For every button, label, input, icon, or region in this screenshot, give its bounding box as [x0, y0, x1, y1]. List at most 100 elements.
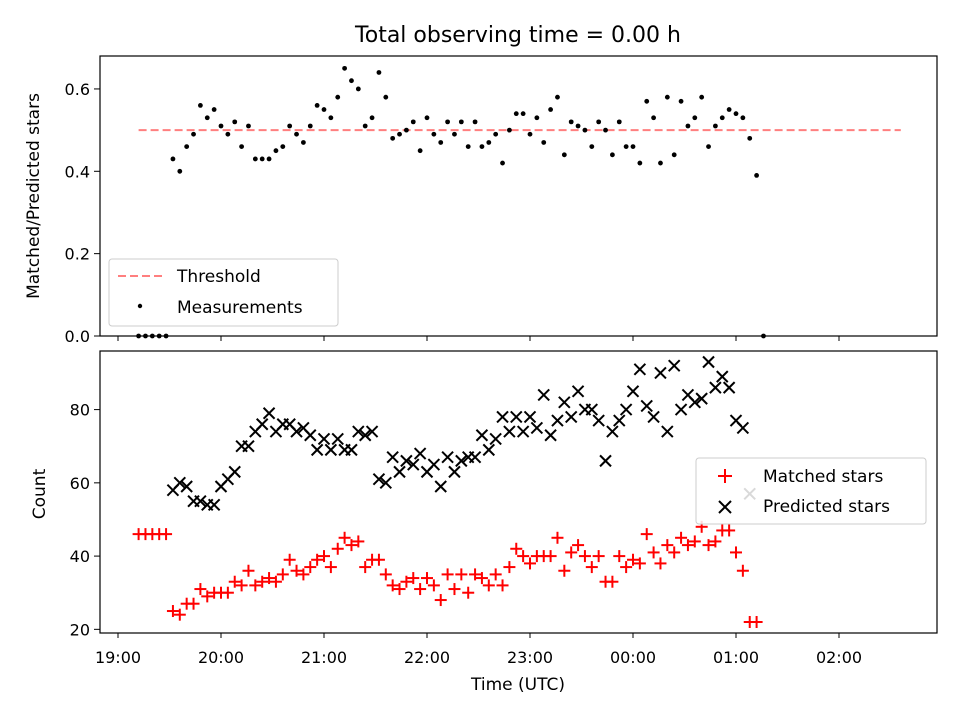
matched-star-point	[462, 586, 475, 599]
measurement-point	[685, 123, 691, 129]
measurement-point	[575, 123, 581, 129]
predicted-star-point	[716, 370, 729, 383]
matched-star-point	[276, 568, 289, 581]
predicted-star-point	[613, 414, 626, 427]
y-tick-label: 20	[70, 620, 90, 639]
ratio-legend: Threshold Measurements	[108, 258, 339, 327]
count-panel: 20 40 60 80 19:00 20:00 21:00 22:00 23:00 00:00 0…	[30, 350, 938, 695]
measurement-point	[500, 160, 505, 166]
legend-measurements-label: Measurements	[177, 298, 303, 318]
matched-star-point	[338, 531, 351, 544]
matched-star-point	[414, 583, 427, 596]
predicted-star-point	[661, 425, 674, 438]
measurement-point	[342, 65, 347, 71]
legend-predicted-swatch	[718, 500, 732, 514]
x-tick-label: 19:00	[95, 648, 141, 667]
predicted-star-point	[702, 355, 715, 369]
measurement-point	[431, 131, 437, 137]
predicted-star-point	[516, 425, 530, 438]
matched-star-point	[750, 616, 763, 629]
matched-star-point	[263, 572, 276, 585]
measurement-point	[225, 131, 231, 137]
predicted-star-point	[640, 399, 653, 413]
predicted-star-point	[592, 414, 605, 427]
predicted-star-point	[537, 388, 550, 402]
figure-title: Total observing time = 0.00 h	[354, 23, 681, 48]
measurement-points	[136, 65, 766, 339]
predicted-star-point	[468, 451, 482, 464]
matched-star-point	[455, 568, 468, 581]
predicted-star-point	[434, 480, 447, 493]
count-x-ticks: 19:00 20:00 21:00 22:00 23:00 00:00 01:00 02:00	[95, 633, 862, 667]
matched-star-point	[681, 539, 694, 552]
matched-star-point	[256, 575, 269, 588]
measurement-point	[706, 144, 711, 149]
predicted-star-point	[331, 432, 344, 446]
ratio-y-ticks: 0.0 0.2 0.4 0.6	[65, 80, 100, 346]
measurement-point	[204, 115, 210, 121]
predicted-star-point	[317, 432, 331, 446]
measurement-point	[369, 115, 375, 121]
matched-star-point	[578, 550, 591, 563]
predicted-star-point	[393, 465, 406, 479]
count-legend-box	[695, 457, 927, 525]
matched-star-point	[503, 561, 516, 574]
predicted-star-point	[647, 410, 660, 424]
measurement-point	[383, 94, 389, 100]
predicted-star-point	[475, 429, 489, 442]
predicted-star-point	[400, 454, 413, 468]
measurement-point	[719, 115, 725, 121]
measurement-point	[472, 119, 478, 125]
x-tick-label: 21:00	[301, 648, 347, 667]
predicted-star-point	[523, 410, 537, 424]
predicted-star-point	[407, 458, 420, 471]
predicted-star-point	[324, 443, 338, 457]
matched-star-point	[510, 542, 523, 555]
matched-star-point	[620, 561, 633, 574]
matched-star-point	[565, 546, 578, 559]
predicted-star-point	[352, 425, 365, 438]
measurement-point	[417, 148, 423, 154]
predicted-star-point	[489, 432, 502, 446]
measurement-point	[211, 107, 217, 112]
measurement-point	[568, 119, 574, 125]
measurement-point	[232, 119, 238, 125]
matched-star-point	[448, 583, 461, 596]
measurement-point	[376, 70, 382, 75]
measurement-point	[555, 94, 560, 100]
measurement-point	[493, 131, 499, 137]
predicted-star-point	[173, 476, 187, 490]
measurement-point	[733, 111, 739, 117]
measurement-point	[486, 140, 492, 145]
predicted-star-point	[372, 472, 386, 486]
measurement-point	[603, 127, 608, 133]
predicted-star-point	[262, 407, 276, 420]
ratio-x-ticks	[117, 336, 840, 341]
y-tick-label: 60	[70, 474, 90, 493]
count-points	[132, 355, 763, 629]
predicted-star-point	[626, 385, 640, 398]
matched-star-point	[585, 561, 598, 574]
measurement-point	[678, 98, 684, 104]
predicted-star-point	[427, 458, 441, 471]
ratio-panel-frame	[99, 55, 938, 337]
matched-star-point	[379, 568, 392, 581]
predicted-star-point	[606, 425, 619, 438]
predicted-star-point	[674, 403, 688, 416]
matched-star-point	[627, 553, 639, 566]
predicted-star-point	[365, 425, 379, 438]
matched-star-point	[633, 557, 646, 570]
ratio-panel: 0.0 0.2 0.4 0.6 Matched/Predicted stars Thr…	[24, 55, 938, 346]
predicted-star-point	[496, 410, 509, 424]
measurement-point	[479, 144, 485, 149]
measurement-point	[596, 119, 602, 125]
matched-star-point	[228, 575, 241, 588]
measurement-point	[390, 135, 396, 141]
predicted-star-point	[722, 381, 736, 394]
predicted-star-point	[441, 451, 454, 464]
measurement-point	[616, 119, 622, 125]
matched-star-point	[235, 579, 248, 592]
matched-star-point	[187, 597, 200, 610]
measurement-point	[610, 152, 615, 158]
predicted-star-point	[379, 476, 393, 490]
